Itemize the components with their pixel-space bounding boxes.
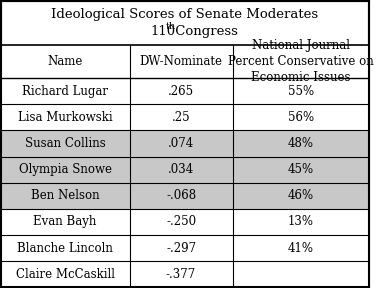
Bar bbox=[1, 45, 369, 78]
Bar bbox=[1, 183, 369, 209]
Bar bbox=[1, 104, 369, 130]
Text: .265: .265 bbox=[168, 85, 194, 98]
Text: 55%: 55% bbox=[288, 85, 314, 98]
Text: .034: .034 bbox=[168, 163, 194, 176]
Text: National Journal
Percent Conservative on
Economic Issues: National Journal Percent Conservative on… bbox=[228, 39, 374, 84]
Text: Congress: Congress bbox=[171, 25, 238, 38]
Text: .074: .074 bbox=[168, 137, 194, 150]
Text: Name: Name bbox=[48, 55, 83, 68]
Text: Richard Lugar: Richard Lugar bbox=[22, 85, 108, 98]
Text: 13%: 13% bbox=[288, 215, 314, 228]
Text: Evan Bayh: Evan Bayh bbox=[33, 215, 97, 228]
Text: -.377: -.377 bbox=[166, 268, 196, 281]
Bar bbox=[1, 209, 369, 235]
Text: -.068: -.068 bbox=[166, 189, 196, 202]
Text: Blanche Lincoln: Blanche Lincoln bbox=[17, 242, 113, 255]
Bar bbox=[1, 78, 369, 104]
Text: DW-Nominate: DW-Nominate bbox=[140, 55, 223, 68]
Text: -.297: -.297 bbox=[166, 242, 196, 255]
Text: Claire McCaskill: Claire McCaskill bbox=[15, 268, 115, 281]
Text: th: th bbox=[165, 22, 175, 31]
Text: Ideological Scores of Senate Moderates: Ideological Scores of Senate Moderates bbox=[51, 8, 319, 21]
Bar bbox=[1, 157, 369, 183]
Text: 48%: 48% bbox=[288, 137, 314, 150]
Bar bbox=[1, 235, 369, 261]
Bar bbox=[1, 261, 369, 287]
Text: 46%: 46% bbox=[288, 189, 314, 202]
Text: 45%: 45% bbox=[288, 163, 314, 176]
Text: 110: 110 bbox=[151, 25, 176, 38]
Text: Susan Collins: Susan Collins bbox=[25, 137, 106, 150]
Text: Olympia Snowe: Olympia Snowe bbox=[19, 163, 111, 176]
Text: .25: .25 bbox=[172, 111, 190, 124]
Text: 41%: 41% bbox=[288, 242, 314, 255]
Text: 56%: 56% bbox=[288, 111, 314, 124]
Text: -.250: -.250 bbox=[166, 215, 196, 228]
Text: Ben Nelson: Ben Nelson bbox=[31, 189, 99, 202]
Bar bbox=[1, 130, 369, 157]
Text: Lisa Murkowski: Lisa Murkowski bbox=[18, 111, 113, 124]
